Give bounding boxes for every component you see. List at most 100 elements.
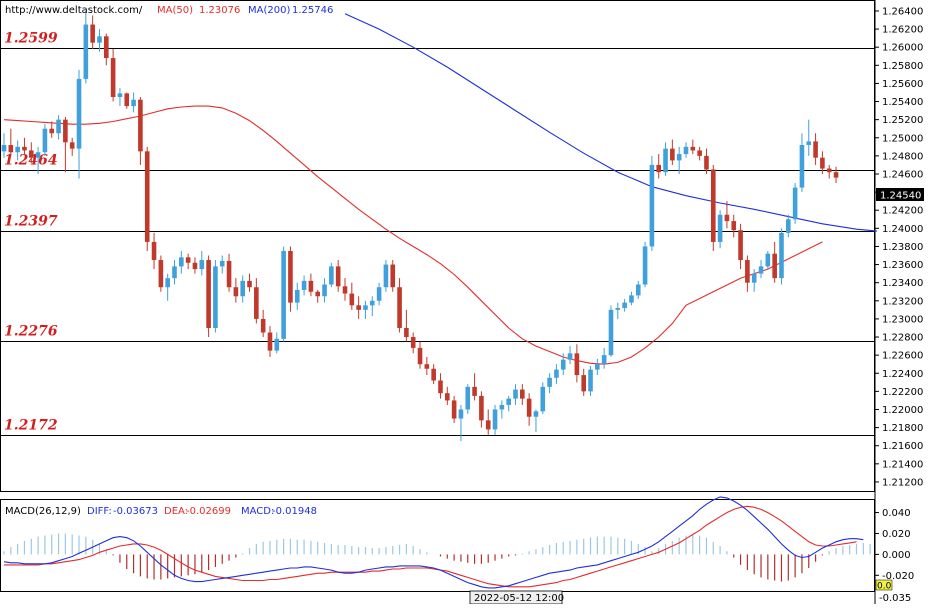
candle-body (649, 164, 655, 247)
candle (158, 255, 164, 292)
candle-body (458, 409, 464, 419)
candle (315, 289, 321, 303)
candle (404, 309, 409, 342)
candle (601, 347, 607, 369)
candle (820, 151, 825, 174)
candle (683, 142, 689, 158)
candle-body (445, 393, 450, 401)
price-tick-label: 1.24800 (882, 151, 923, 162)
candle-body (642, 246, 648, 285)
candle (179, 250, 184, 274)
macd-diff-label: DIFF: (87, 506, 112, 517)
price-tick-label: 1.26200 (882, 25, 923, 36)
candle-body (656, 164, 662, 173)
candle-body (42, 128, 48, 153)
candle (779, 228, 784, 285)
current-price-value: 1.24540 (880, 191, 921, 202)
candle-body (724, 214, 730, 222)
candle (595, 358, 600, 376)
candle-body (738, 230, 743, 261)
candle-body (315, 291, 321, 297)
candle-body (206, 260, 211, 328)
candle-body (192, 262, 198, 270)
candle-body (424, 364, 430, 369)
candle-body (710, 169, 716, 242)
candle-body (533, 411, 539, 417)
price-tick-label: 1.22400 (882, 369, 923, 380)
current-price-marker (876, 188, 924, 201)
candle-body (595, 364, 600, 370)
candle-body (335, 266, 341, 287)
candle (274, 332, 280, 354)
candle-body (479, 395, 484, 421)
candle (826, 164, 832, 179)
candle (42, 124, 48, 156)
ma50-label: MA(50) (157, 5, 193, 16)
candle (138, 97, 143, 165)
candle-body (267, 332, 273, 351)
macd-panel (0, 499, 875, 592)
candle-body (520, 389, 525, 399)
price-tick-label: 1.24000 (882, 224, 923, 235)
price-tick-label: 1.25400 (882, 97, 923, 108)
candle (445, 386, 450, 405)
price-tick-label: 1.21200 (882, 477, 923, 488)
candle-body (35, 152, 41, 158)
candle (281, 246, 286, 342)
price-tick-label: 1.23000 (882, 314, 923, 325)
candle (383, 260, 389, 292)
candle (663, 142, 668, 176)
price-tick-label: 1.26400 (882, 6, 923, 17)
candle-body (758, 266, 764, 274)
candle (806, 119, 812, 156)
candle (22, 137, 27, 155)
candle-body (697, 150, 702, 156)
candle-body (745, 260, 750, 283)
macd-diff-value: -0.03673 (113, 506, 158, 517)
candle (622, 298, 627, 312)
price-tick-label: 1.23800 (882, 242, 923, 253)
candle-body (390, 264, 396, 288)
candle-body (799, 145, 805, 188)
candle-body (765, 253, 771, 267)
candle (322, 278, 327, 303)
candle-body (492, 409, 498, 430)
candle-body (506, 398, 511, 405)
macd-macd-label: MACD: (241, 506, 274, 517)
candle-body (567, 353, 573, 360)
candle (329, 262, 334, 288)
candle (1, 133, 7, 158)
candle-body (404, 327, 409, 338)
candle (288, 246, 293, 312)
price-tick-label: 1.24600 (882, 169, 923, 180)
candle (185, 253, 191, 270)
macd-dea-value: -0.02699 (186, 506, 231, 517)
candle (499, 400, 505, 419)
candle (206, 255, 211, 338)
price-tick-label: 1.25600 (882, 79, 923, 90)
candle-body (813, 141, 818, 158)
candle (247, 273, 252, 292)
candle (369, 296, 375, 317)
candle-body (670, 148, 675, 161)
candle (690, 139, 696, 155)
price-tick-label: 1.23200 (882, 296, 923, 307)
candle (376, 282, 382, 306)
candle (506, 395, 511, 412)
candle (424, 356, 430, 376)
price-tick-label: 1.24200 (882, 206, 923, 217)
source-url[interactable]: http://www.deltastock.com/ (5, 5, 143, 16)
ma200-line (344, 13, 878, 232)
candle (294, 282, 300, 310)
candle-body (274, 338, 280, 351)
candle-body (635, 284, 641, 296)
candle (165, 273, 170, 301)
candle-body (779, 232, 784, 279)
candle-body (1, 145, 7, 152)
candle-body (820, 157, 825, 169)
candle (731, 214, 737, 238)
candle (479, 391, 484, 428)
candle (581, 368, 586, 396)
price-tick-label: 1.21800 (882, 423, 923, 434)
